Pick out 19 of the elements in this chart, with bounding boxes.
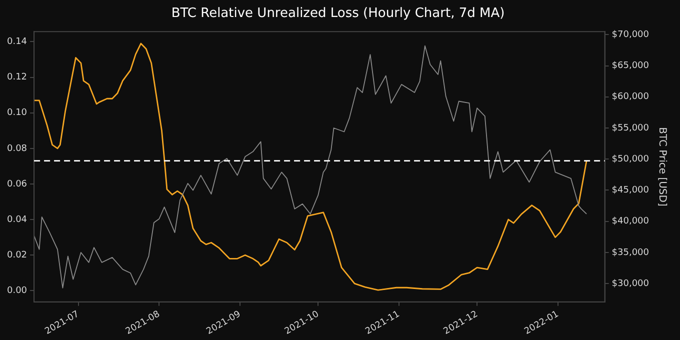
y-tick-label: 0.04 [6,214,28,225]
y-tick-label: 0.06 [6,179,28,190]
y-tick-label: 0.00 [6,286,28,296]
y2-tick-label: $35,000 [612,248,650,258]
y-tick-label: 0.14 [6,37,28,48]
y2-tick-label: $70,000 [612,30,650,40]
y-tick-label: 0.10 [6,108,28,118]
y2-tick-label: $40,000 [612,216,650,227]
y2-tick-label: $55,000 [612,123,650,134]
y2-axis-title: BTC Price [USD] [656,127,668,206]
y-tick-label: 0.08 [6,144,28,154]
y2-tick-label: $65,000 [612,61,650,72]
y2-tick-label: $45,000 [612,186,650,196]
chart-title: BTC Relative Unrealized Loss (Hourly Chart, 7d MA) [171,6,505,22]
y2-tick-label: $30,000 [612,278,650,289]
y-tick-label: 0.02 [6,250,28,260]
y2-tick-label: $50,000 [612,154,650,164]
y2-tick-label: $60,000 [612,92,650,102]
y-tick-label: 0.12 [6,72,28,83]
